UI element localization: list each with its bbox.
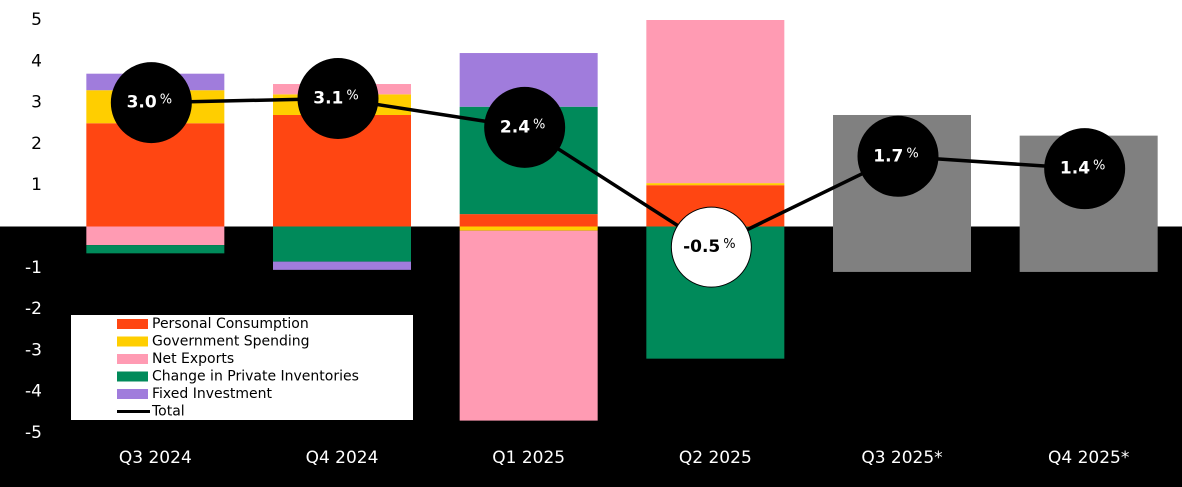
bar-segment bbox=[86, 226, 225, 246]
x-tick-label: Q3 2024 bbox=[119, 448, 192, 468]
x-tick-label: Q2 2025 bbox=[679, 448, 752, 468]
total-marker bbox=[110, 62, 192, 144]
bar-segment bbox=[459, 214, 598, 227]
bar-segment bbox=[86, 245, 225, 254]
total-unit: % bbox=[160, 92, 172, 107]
bar-segment bbox=[646, 20, 785, 184]
x-tick-label: Q4 2024 bbox=[306, 448, 379, 468]
total-label: 1.4% bbox=[1060, 158, 1105, 179]
total-unit: % bbox=[723, 237, 735, 252]
total-marker bbox=[857, 115, 939, 197]
total-value: 3.1 bbox=[313, 88, 343, 108]
y-tick-label: 3 bbox=[31, 93, 42, 113]
legend-label: Change in Private Inventories bbox=[152, 369, 359, 385]
bar-segment bbox=[646, 183, 785, 186]
legend-label: Total bbox=[151, 404, 185, 420]
total-label: 3.1% bbox=[313, 88, 358, 109]
bar-segment bbox=[273, 226, 411, 262]
legend-label: Government Spending bbox=[152, 334, 310, 350]
total-value: 1.7 bbox=[873, 146, 903, 166]
bar-segment bbox=[459, 230, 598, 421]
x-tick-label: Q1 2025 bbox=[492, 448, 565, 468]
legend-swatch bbox=[117, 354, 148, 364]
total-value: -0.5 bbox=[683, 237, 720, 257]
legend-label: Net Exports bbox=[152, 351, 234, 367]
total-label: 3.0% bbox=[127, 92, 172, 113]
total-label: 2.4% bbox=[500, 117, 545, 138]
total-unit: % bbox=[1093, 158, 1105, 173]
total-marker bbox=[297, 57, 379, 139]
legend-box bbox=[71, 315, 413, 420]
total-label: -0.5% bbox=[683, 237, 736, 258]
y-tick-label: 5 bbox=[31, 10, 42, 30]
legend-swatch bbox=[117, 389, 148, 399]
total-value: 1.4 bbox=[1060, 159, 1090, 179]
x-tick-label: Q4 2025* bbox=[1048, 448, 1129, 468]
y-tick-label: -2 bbox=[25, 299, 42, 319]
total-value: 2.4 bbox=[500, 117, 530, 137]
total-label: 1.7% bbox=[873, 146, 918, 167]
bar-segment bbox=[459, 226, 598, 231]
y-tick-label: -4 bbox=[25, 382, 42, 402]
legend-swatch bbox=[117, 319, 148, 329]
x-tick-label: Q3 2025* bbox=[861, 448, 942, 468]
y-tick-label: 1 bbox=[31, 175, 42, 195]
legend-label: Personal Consumption bbox=[152, 316, 309, 332]
y-tick-label: -1 bbox=[25, 258, 42, 278]
y-tick-label: 4 bbox=[31, 51, 42, 71]
total-unit: % bbox=[533, 117, 545, 132]
y-tick-label: -5 bbox=[25, 423, 42, 443]
total-marker bbox=[484, 86, 566, 168]
total-marker bbox=[1044, 128, 1126, 210]
y-tick-label: -3 bbox=[25, 340, 42, 360]
y-tick-label: 2 bbox=[31, 134, 42, 154]
total-marker bbox=[670, 206, 752, 288]
legend-label: Fixed Investment bbox=[152, 386, 273, 402]
legend-swatch bbox=[117, 371, 148, 382]
legend-swatch bbox=[117, 336, 148, 347]
total-value: 3.0 bbox=[127, 93, 157, 113]
bar-segment bbox=[273, 261, 411, 270]
total-unit: % bbox=[906, 146, 918, 161]
total-unit: % bbox=[346, 88, 358, 103]
